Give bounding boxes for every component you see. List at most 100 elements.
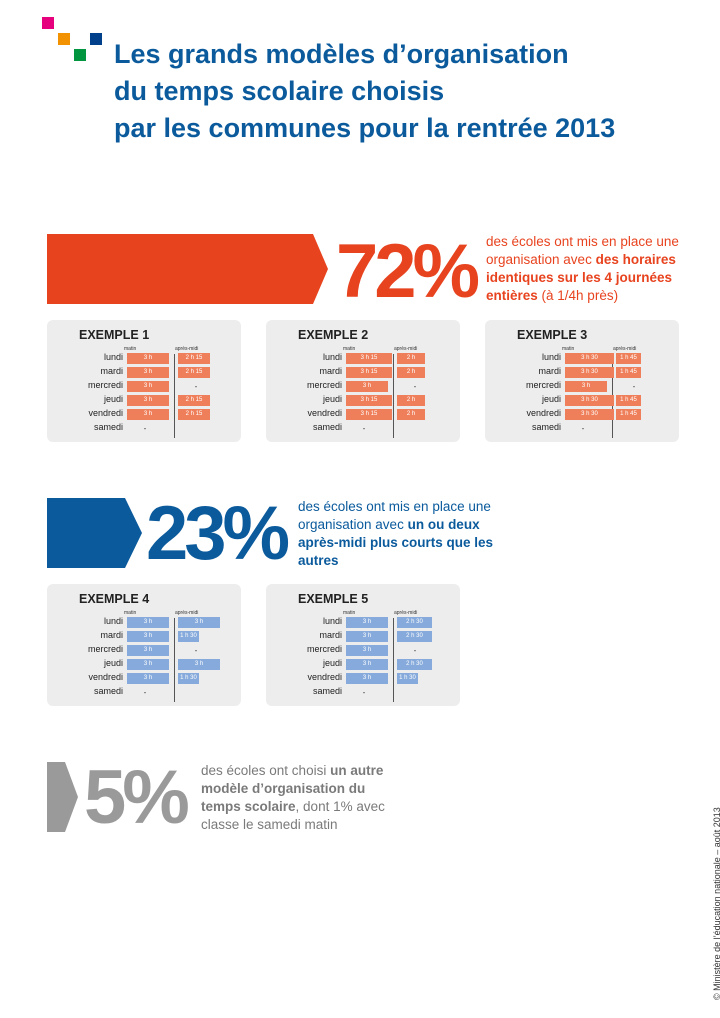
matin-bar: 3 h (127, 409, 169, 420)
column-header-apres-midi: après-midi (175, 346, 199, 352)
percentage-23: 23% (146, 491, 290, 576)
apres_midi-bar: 1 h 45 (616, 409, 641, 420)
title-line-1: Les grands modèles d’organisation (114, 39, 569, 69)
apres_midi-empty: - (194, 382, 198, 391)
day-label-lundi: lundi (541, 352, 561, 362)
apres_midi-bar: 3 h (178, 659, 220, 670)
logo-square-orange (58, 33, 70, 45)
apres_midi-bar: 2 h 15 (178, 367, 210, 378)
matin-bar: 3 h (346, 659, 388, 670)
example-card-4: EXEMPLE 4 matin après-midi lundi 3 h 3 h mardi… (47, 584, 241, 706)
column-header-apres-midi: après-midi (175, 610, 199, 616)
column-header-matin: matin (124, 610, 137, 616)
apres_midi-empty: - (632, 382, 636, 391)
example-card-2: EXEMPLE 2 matin après-midi lundi 3 h 15 2 h ma… (266, 320, 460, 442)
apres_midi-bar: 1 h 30 (178, 631, 199, 642)
apres_midi-bar: 2 h 30 (397, 659, 432, 670)
day-label-mercredi: mercredi (87, 380, 123, 390)
day-label-mardi: mardi (538, 366, 561, 376)
description-part: (à 1/4h près) (537, 288, 619, 303)
day-label-lundi: lundi (103, 352, 123, 362)
day-label-samedi: samedi (93, 686, 123, 696)
matin-bar: 3 h 30 (565, 395, 614, 406)
example-card-1: EXEMPLE 1 matin après-midi lundi 3 h 2 h 15 ma… (47, 320, 241, 442)
apres_midi-bar: 2 h (397, 353, 425, 364)
column-header-apres-midi: après-midi (613, 346, 637, 352)
apres_midi-bar: 1 h 45 (616, 367, 641, 378)
percentage-5: 5% (84, 755, 190, 840)
matin-bar: 3 h (127, 367, 169, 378)
apres_midi-bar: 2 h 15 (178, 395, 210, 406)
apres_midi-bar: 2 h 15 (178, 353, 210, 364)
page-title: Les grands modèles d’organisation du tem… (114, 36, 704, 147)
description-part: des écoles ont choisi (201, 763, 331, 778)
matin-bar: 3 h (346, 631, 388, 642)
matin-bar: 3 h 15 (346, 353, 392, 364)
matin-bar: 3 h 15 (346, 395, 392, 406)
copyright-credit: © Ministère de l’éducation nationale – a… (712, 807, 720, 1000)
title-line-3: par les communes pour la rentrée 2013 (114, 113, 616, 143)
logo-square-blue (90, 33, 102, 45)
orange-arrow-banner (47, 234, 328, 304)
apres_midi-bar: 1 h 30 (397, 673, 418, 684)
description-part: un ou deux après-midi plus courts que le… (298, 517, 494, 568)
day-label-mardi: mardi (319, 366, 342, 376)
description-5: des écoles ont choisi un autre modèle d’… (201, 762, 401, 834)
column-header-matin: matin (343, 346, 356, 352)
logo-square-green (74, 49, 86, 61)
day-label-samedi: samedi (312, 686, 342, 696)
description-part: des horaires identiques sur les 4 journé… (486, 252, 676, 303)
matin-bar: 3 h (127, 645, 169, 656)
apres_midi-bar: 3 h (178, 617, 220, 628)
day-label-vendredi: vendredi (88, 672, 123, 682)
axis-line (393, 354, 394, 438)
apres_midi-bar: 2 h 15 (178, 409, 210, 420)
day-label-vendredi: vendredi (88, 408, 123, 418)
logo-square-pink (42, 17, 54, 29)
matin-bar: 3 h (127, 381, 169, 392)
matin-bar: 3 h (127, 673, 169, 684)
day-label-mercredi: mercredi (306, 644, 342, 654)
matin-bar: 3 h 30 (565, 367, 614, 378)
example-title: EXEMPLE 3 (517, 328, 588, 342)
day-label-jeudi: jeudi (103, 394, 123, 404)
day-label-lundi: lundi (322, 352, 342, 362)
day-label-samedi: samedi (312, 422, 342, 432)
day-label-vendredi: vendredi (526, 408, 561, 418)
day-label-mercredi: mercredi (525, 380, 561, 390)
apres_midi-bar: 2 h (397, 409, 425, 420)
percentage-72: 72% (336, 229, 480, 314)
example-title: EXEMPLE 5 (298, 592, 369, 606)
apres_midi-bar: 2 h (397, 395, 425, 406)
example-title: EXEMPLE 4 (79, 592, 150, 606)
apres_midi-bar: 2 h 30 (397, 617, 432, 628)
apres_midi-bar: 1 h 30 (178, 673, 199, 684)
day-label-samedi: samedi (531, 422, 561, 432)
apres_midi-bar: 1 h 45 (616, 353, 641, 364)
description-part: des écoles ont mis en place une organisa… (486, 234, 679, 267)
matin-bar: 3 h (346, 617, 388, 628)
day-label-jeudi: jeudi (322, 658, 342, 668)
example-card-3: EXEMPLE 3 matin après-midi lundi 3 h 30 1 h 4… (485, 320, 679, 442)
matin-bar: 3 h (346, 381, 388, 392)
day-label-lundi: lundi (322, 616, 342, 626)
apres_midi-empty: - (413, 382, 417, 391)
matin-bar: 3 h (565, 381, 607, 392)
matin-empty: - (362, 424, 366, 433)
matin-bar: 3 h (127, 659, 169, 670)
day-label-mardi: mardi (319, 630, 342, 640)
example-title: EXEMPLE 1 (79, 328, 150, 342)
blue-arrow-banner (47, 498, 142, 568)
matin-empty: - (143, 688, 147, 697)
matin-bar: 3 h (346, 673, 388, 684)
axis-line (393, 618, 394, 702)
day-label-vendredi: vendredi (307, 672, 342, 682)
apres_midi-empty: - (413, 646, 417, 655)
description-part: un autre modèle d’organisation du temps … (201, 763, 384, 814)
day-label-lundi: lundi (103, 616, 123, 626)
matin-bar: 3 h (127, 617, 169, 628)
matin-empty: - (581, 424, 585, 433)
matin-bar: 3 h (127, 395, 169, 406)
axis-line (174, 618, 175, 702)
day-label-jeudi: jeudi (541, 394, 561, 404)
